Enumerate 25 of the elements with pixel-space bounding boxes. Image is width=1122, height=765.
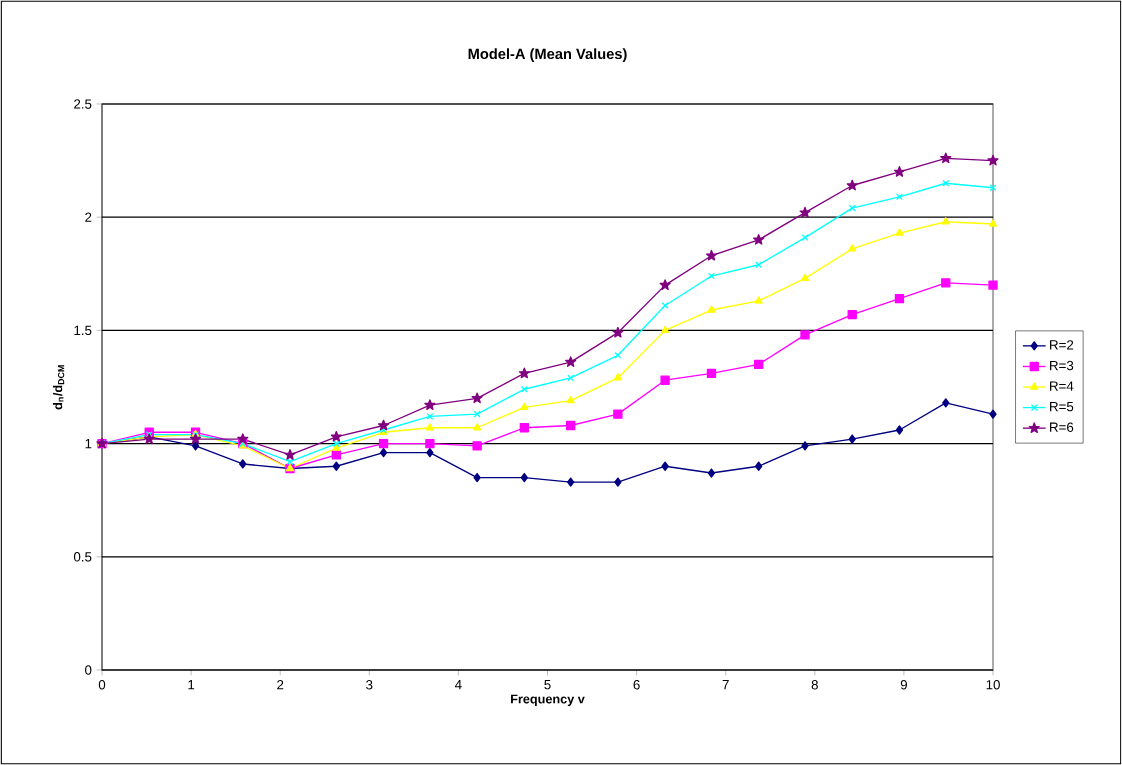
- x-tick-label: 1: [188, 680, 195, 690]
- x-tick-label: 9: [900, 680, 907, 690]
- y-tick-label: 1: [85, 439, 92, 449]
- x-tick-label: 5: [544, 680, 551, 690]
- y-tick-label: 0.5: [73, 552, 92, 562]
- x-tick-label: 6: [633, 680, 640, 690]
- x-tick-label: 3: [366, 680, 373, 690]
- x-tick-label: 7: [722, 680, 729, 690]
- x-tick-label: 0: [98, 680, 106, 690]
- chart-title: Model-A (Mean Values): [468, 48, 627, 62]
- y-axis-title: d$_{n}$/d$_{DCM}$: [52, 365, 65, 410]
- legend-label: R=5: [1050, 401, 1074, 412]
- x-tick-label: 10: [986, 680, 1000, 690]
- y-tick-label: 0: [85, 665, 92, 675]
- y-tick-label: 1.5: [74, 325, 92, 336]
- x-tick-label: 2: [277, 680, 284, 690]
- x-tick-label: 4: [455, 680, 462, 690]
- x-tick-label: 8: [811, 680, 818, 690]
- legend-label: R=3: [1050, 360, 1074, 371]
- legend-label: R=6: [1050, 422, 1074, 432]
- legend-label: R=4: [1050, 381, 1074, 391]
- y-tick-label: 2: [85, 212, 92, 222]
- legend-label: R=2: [1050, 340, 1074, 350]
- x-axis-title: Frequency v: [511, 694, 585, 706]
- y-tick-label: 2.5: [74, 99, 92, 109]
